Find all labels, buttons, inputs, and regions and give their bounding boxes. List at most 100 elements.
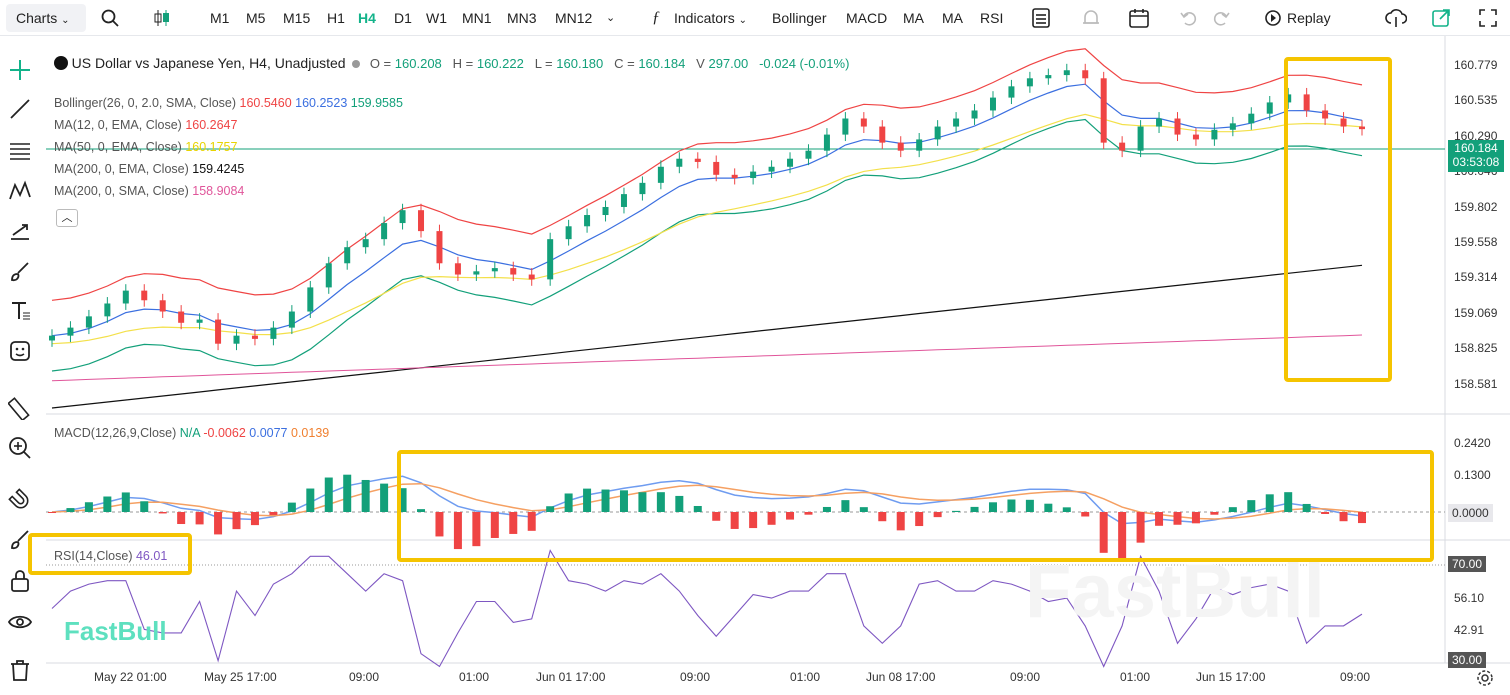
- symbol-logo-icon: [54, 56, 68, 70]
- quick-indicator-rsi[interactable]: RSI: [980, 10, 1004, 26]
- timeframe-mn1[interactable]: MN1: [462, 10, 492, 26]
- undo-icon[interactable]: [1180, 9, 1198, 27]
- rsi-axis-label: 56.10: [1454, 591, 1485, 605]
- alert-icon[interactable]: [1081, 8, 1101, 28]
- macd-histogram-bar: [619, 490, 628, 512]
- candle-body: [1211, 129, 1218, 140]
- rsi-legend[interactable]: RSI(14,Close) 46.01: [54, 549, 168, 563]
- share-icon[interactable]: [1431, 8, 1451, 28]
- macd-histogram-bar: [472, 512, 481, 547]
- candle-body: [602, 206, 609, 216]
- candle-body: [1063, 70, 1070, 76]
- macd-histogram-bar: [527, 512, 536, 531]
- rsi-axis-label: 42.91: [1454, 623, 1485, 637]
- timeframe-m1[interactable]: M1: [210, 10, 230, 26]
- paint-brush-icon[interactable]: [8, 528, 32, 552]
- macd-histogram-bar: [1265, 494, 1274, 512]
- ohlc-open: 160.208: [394, 56, 442, 71]
- highlight-box-price: [1284, 57, 1392, 382]
- candle-body: [141, 290, 148, 301]
- macd-legend[interactable]: MACD(12,26,9,Close) N/A -0.0062 0.0077 0…: [54, 426, 330, 440]
- crosshair-icon[interactable]: [8, 58, 32, 82]
- timeframe-h1[interactable]: H1: [327, 10, 345, 26]
- macd-histogram-bar: [878, 512, 887, 522]
- replay-icon[interactable]: [1264, 9, 1282, 27]
- collapse-legend-button[interactable]: ︿: [56, 209, 78, 227]
- candle-body: [676, 158, 683, 167]
- candle-body: [805, 150, 812, 159]
- ma50-legend[interactable]: MA(50, 0, EMA, Close) 160.1757: [54, 140, 238, 154]
- text-tool-icon[interactable]: [8, 299, 32, 323]
- fib-lines-icon[interactable]: [8, 139, 32, 163]
- macd-histogram-bar: [66, 508, 75, 512]
- ma200-ema-line: [51, 264, 1363, 409]
- trash-icon[interactable]: [8, 658, 32, 682]
- pattern-icon[interactable]: [8, 179, 32, 203]
- candle-body: [657, 166, 664, 183]
- macd-histogram-bar: [1007, 499, 1016, 512]
- time-axis-label: 09:00: [680, 670, 711, 684]
- ma200-ema-legend[interactable]: MA(200, 0, EMA, Close) 159.4245: [54, 162, 245, 176]
- quick-indicator-ma-1[interactable]: MA: [903, 10, 924, 26]
- cloud-icon[interactable]: [1385, 8, 1407, 28]
- fullscreen-icon[interactable]: [1478, 8, 1498, 28]
- candle-body: [971, 110, 978, 119]
- macd-histogram-bar: [859, 507, 868, 512]
- bollinger-legend[interactable]: Bollinger(26, 0, 2.0, SMA, Close) 160.54…: [54, 96, 403, 110]
- eye-icon[interactable]: [8, 610, 32, 634]
- lock-icon[interactable]: [8, 569, 32, 593]
- macd-histogram-bar: [970, 506, 979, 512]
- settings-gear-icon[interactable]: [1476, 669, 1494, 687]
- candle-body: [49, 335, 55, 341]
- rsi-axis-label: 70.00: [1448, 556, 1487, 572]
- brush-icon[interactable]: [8, 260, 32, 284]
- projection-icon[interactable]: [8, 219, 32, 243]
- redo-icon[interactable]: [1212, 9, 1230, 27]
- calendar-icon[interactable]: [1128, 7, 1150, 29]
- trendline-icon[interactable]: [8, 97, 32, 121]
- timeframe-d1[interactable]: D1: [394, 10, 412, 26]
- candle-body: [67, 327, 74, 336]
- charts-label: Charts: [16, 10, 58, 26]
- ma200-sma-legend[interactable]: MA(200, 0, SMA, Close) 158.9084: [54, 184, 245, 198]
- ma12-legend[interactable]: MA(12, 0, EMA, Close) 160.2647: [54, 118, 238, 132]
- candle-body: [344, 247, 351, 264]
- candle-body: [85, 316, 92, 328]
- candle-body: [750, 171, 757, 179]
- symbol-title: US Dollar vs Japanese Yen, H4, Unadjuste…: [71, 55, 346, 71]
- quick-indicator-bollinger[interactable]: Bollinger: [772, 10, 827, 26]
- indicators-button[interactable]: Indicators ⌄: [674, 10, 747, 26]
- zoom-in-icon[interactable]: [8, 436, 32, 460]
- layout-icon[interactable]: [1032, 8, 1050, 28]
- candle-type-icon[interactable]: [152, 8, 172, 28]
- magnet-icon[interactable]: [8, 488, 32, 512]
- timeframe-w1[interactable]: W1: [426, 10, 447, 26]
- timeframe-mn12[interactable]: MN12: [555, 10, 593, 26]
- candle-body: [270, 327, 277, 339]
- ruler-icon[interactable]: [8, 396, 32, 420]
- timeframe-more-chevron-icon[interactable]: ⌄: [606, 12, 616, 24]
- candle-body: [879, 126, 886, 143]
- macd-histogram-bar: [1062, 507, 1071, 512]
- quick-indicator-ma-2[interactable]: MA: [942, 10, 963, 26]
- price-change: -0.024 (-0.01%): [759, 56, 850, 71]
- candle-body: [436, 231, 443, 264]
- timeframe-m15[interactable]: M15: [283, 10, 311, 26]
- candle-body: [528, 274, 535, 280]
- timeframe-h4[interactable]: H4: [358, 10, 376, 26]
- candle-body: [122, 290, 129, 304]
- replay-button[interactable]: Replay: [1287, 10, 1331, 26]
- ohlc-volume: 297.00: [708, 56, 749, 71]
- macd-histogram-bar: [1191, 512, 1200, 524]
- price-axis-label: 160.290: [1454, 128, 1498, 143]
- emoji-icon[interactable]: [8, 339, 32, 363]
- macd-histogram-bar: [915, 512, 924, 527]
- candle-body: [1359, 126, 1365, 130]
- charts-dropdown[interactable]: Charts ⌄: [6, 4, 86, 32]
- candle-body: [325, 263, 332, 288]
- quick-indicator-macd[interactable]: MACD: [846, 10, 888, 26]
- timeframe-m5[interactable]: M5: [246, 10, 266, 26]
- timeframe-mn3[interactable]: MN3: [507, 10, 537, 26]
- search-icon[interactable]: [101, 9, 119, 27]
